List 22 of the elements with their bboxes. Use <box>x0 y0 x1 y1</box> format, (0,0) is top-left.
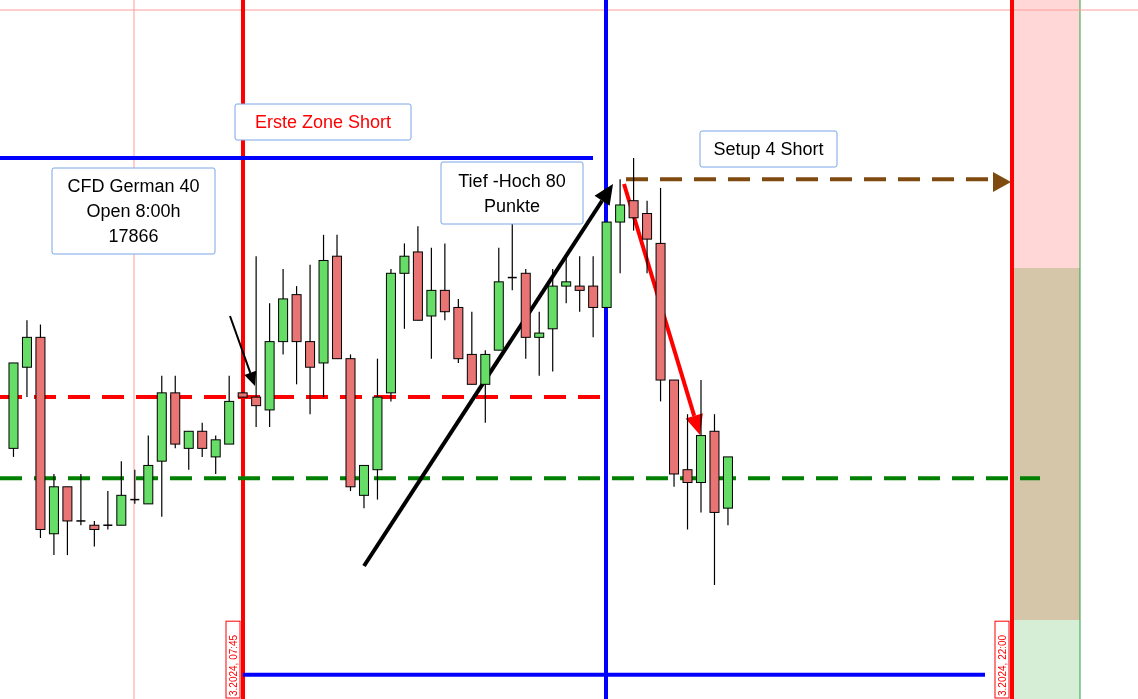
candlestick <box>439 242 450 321</box>
text: Erste Zone Short <box>254 112 392 132</box>
candlestick <box>615 178 626 274</box>
candlestick <box>102 490 114 531</box>
candlestick <box>75 473 87 526</box>
candlestick <box>574 255 585 313</box>
annotation: Tief -Hoch 80 Punkte <box>458 170 566 216</box>
candlestick <box>534 311 545 377</box>
text: 3.2024, 22:00 <box>997 634 1008 696</box>
candlestick <box>628 157 639 232</box>
candlestick <box>399 242 410 330</box>
candlestick <box>561 255 572 304</box>
annotation: CFD German 40 Open 8:00h 17866 <box>67 176 200 246</box>
candlestick <box>197 422 208 458</box>
annotation: Setup 4 Short <box>713 139 824 159</box>
candlestick <box>89 520 100 548</box>
text: 3.2024, 07:45 <box>228 634 239 696</box>
candlestick <box>251 255 262 428</box>
candlestick <box>588 255 599 338</box>
candlestick <box>682 413 693 531</box>
candlestick <box>183 430 194 471</box>
candlestick <box>210 434 221 475</box>
